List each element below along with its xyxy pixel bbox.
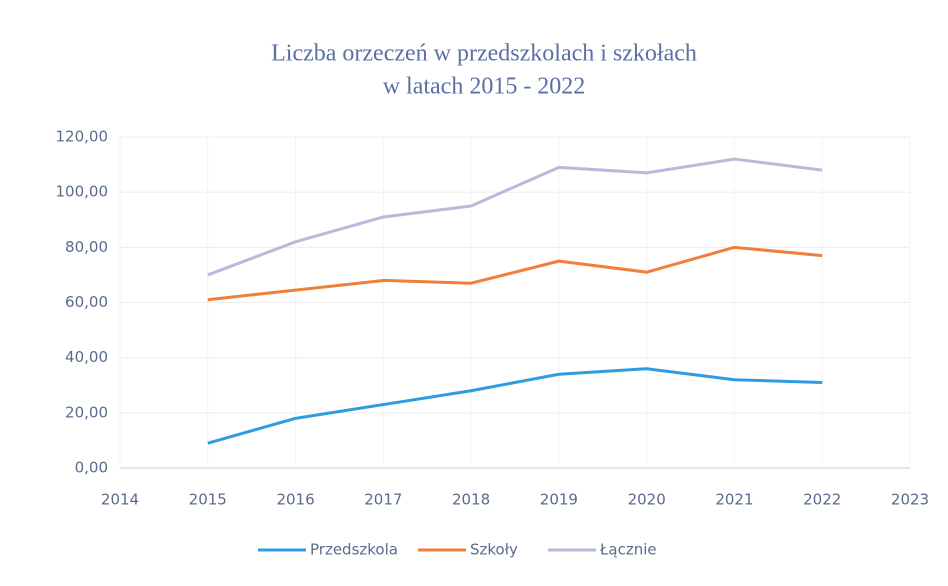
x-tick-label: 2017 [364, 491, 402, 509]
y-tick-label: 120,00 [56, 128, 109, 146]
series-line [207, 157, 823, 277]
y-tick-label: 0,00 [75, 459, 108, 477]
x-tick-label: 2018 [452, 491, 490, 509]
x-tick-label: 2020 [628, 491, 666, 509]
y-tick-label: 20,00 [65, 403, 108, 421]
x-tick-label: 2019 [540, 491, 578, 509]
series-line [207, 245, 823, 302]
x-tick-label: 2022 [803, 491, 841, 509]
x-tick-label: 2021 [715, 491, 753, 509]
x-tick-label: 2023 [891, 491, 929, 509]
series-line [207, 367, 823, 445]
legend-label: Przedszkola [310, 541, 398, 559]
x-tick-label: 2015 [189, 491, 227, 509]
legend-label: Łącznie [599, 541, 657, 559]
y-tick-label: 60,00 [65, 293, 108, 311]
x-tick-label: 2014 [101, 491, 139, 509]
chart-title: w latach 2015 - 2022 [383, 74, 586, 100]
legend-label: Szkoły [470, 541, 518, 559]
y-tick-label: 40,00 [65, 348, 108, 366]
y-tick-label: 80,00 [65, 238, 108, 256]
y-tick-label: 100,00 [56, 183, 109, 201]
x-tick-label: 2016 [276, 491, 314, 509]
chart-title: Liczba orzeczeń w przedszkolach i szkoła… [271, 41, 697, 67]
